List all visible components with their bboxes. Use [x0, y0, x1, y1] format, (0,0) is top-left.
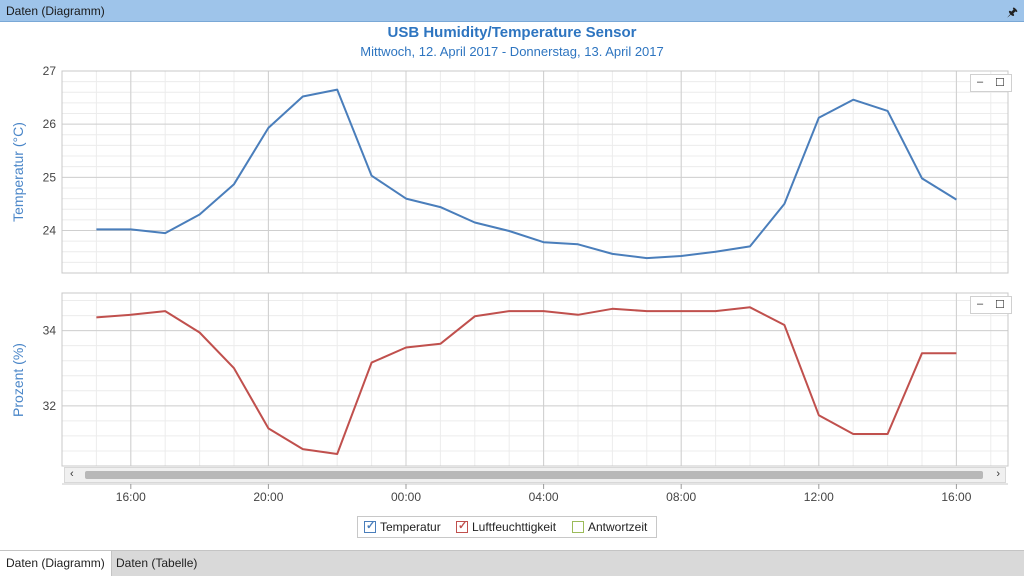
- x-tick-label: 00:00: [391, 490, 421, 504]
- legend-item-antwortzeit[interactable]: Antwortzeit: [572, 520, 647, 534]
- tab-diagramm[interactable]: Daten (Diagramm): [0, 551, 112, 576]
- x-tick-label: 16:00: [941, 490, 971, 504]
- bottom-panel-controls: – ☐: [970, 296, 1012, 314]
- series-line-temperatur: [96, 88, 957, 260]
- legend-label: Luftfeuchttigkeit: [472, 520, 557, 534]
- legend-label: Antwortzeit: [588, 520, 648, 534]
- scrollbar-thumb[interactable]: [85, 471, 983, 479]
- y-tick-label: 24: [43, 223, 57, 237]
- x-tick-label: 20:00: [253, 490, 283, 504]
- legend-item-temperatur[interactable]: ✓ Temperatur: [364, 520, 441, 534]
- plot-frame: [61, 70, 1009, 274]
- scroll-right-icon[interactable]: ›: [996, 468, 1000, 480]
- chart-legend: ✓ Temperatur ✓ Luftfeuchttigkeit Antwort…: [357, 516, 657, 538]
- checkbox-icon[interactable]: ✓: [364, 520, 376, 533]
- horizontal-scrollbar[interactable]: ‹ ›: [64, 467, 1006, 483]
- plot-frame: [61, 292, 1009, 467]
- y-tick-label: 34: [43, 324, 57, 338]
- y-tick-label: 25: [43, 170, 57, 184]
- maximize-icon[interactable]: ☐: [995, 77, 1005, 89]
- maximize-icon[interactable]: ☐: [995, 299, 1005, 311]
- panel-title: Daten (Diagramm): [6, 4, 105, 18]
- y-axis-label: Prozent (%): [10, 343, 26, 417]
- x-tick-label: 04:00: [529, 490, 559, 504]
- minimize-icon[interactable]: –: [977, 76, 984, 88]
- y-tick-label: 32: [43, 399, 57, 413]
- checkbox-icon[interactable]: [572, 521, 584, 533]
- x-tick-label: 08:00: [666, 490, 696, 504]
- y-axis-label: Temperatur (°C): [10, 122, 26, 222]
- chart-subtitle: Mittwoch, 12. April 2017 - Donnerstag, 1…: [360, 44, 664, 59]
- top-panel-controls: – ☐: [970, 74, 1012, 92]
- panel-titlebar: Daten (Diagramm) 🖈: [0, 0, 1024, 22]
- x-tick-label: 12:00: [804, 490, 834, 504]
- tab-bar: Daten (Diagramm) Daten (Tabelle): [0, 550, 1024, 576]
- y-tick-label: 26: [43, 117, 57, 131]
- legend-item-luftfeuchttigkeit[interactable]: ✓ Luftfeuchttigkeit: [456, 520, 556, 534]
- legend-label: Temperatur: [380, 520, 441, 534]
- y-tick-label: 27: [43, 64, 57, 78]
- tab-tabelle[interactable]: Daten (Tabelle): [116, 556, 198, 570]
- pin-icon[interactable]: 🖈: [1006, 5, 1018, 19]
- scroll-left-icon[interactable]: ‹: [70, 468, 74, 480]
- minimize-icon[interactable]: –: [977, 298, 984, 310]
- chart-title: USB Humidity/Temperature Sensor: [387, 24, 637, 41]
- x-tick-label: 16:00: [116, 490, 146, 504]
- series-line-luftfeuchttigkeit: [96, 306, 957, 455]
- checkbox-icon[interactable]: ✓: [456, 520, 468, 533]
